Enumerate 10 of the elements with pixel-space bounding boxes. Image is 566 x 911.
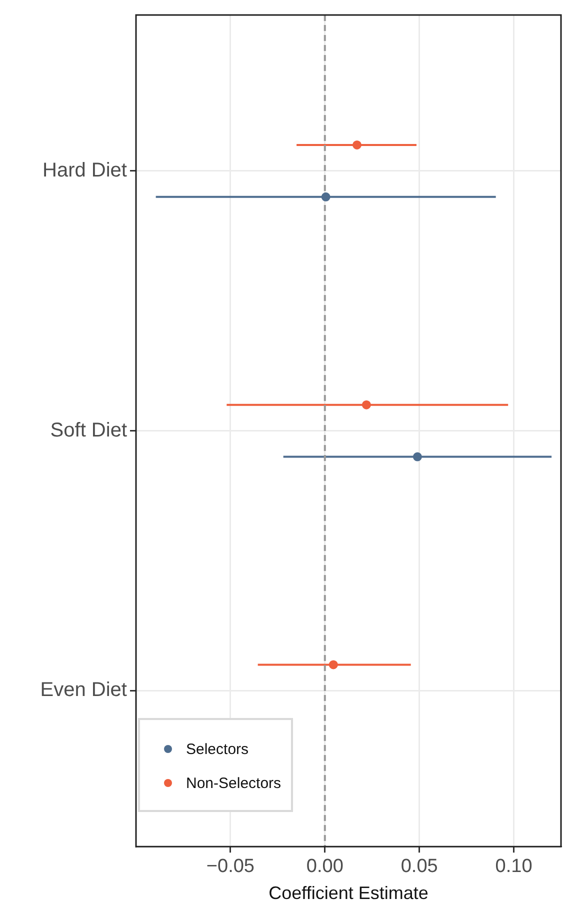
x-tick-label: 0.10	[495, 856, 532, 878]
legend-label: Non-Selectors	[186, 774, 282, 792]
x-tick-label: 0.00	[306, 856, 344, 878]
x-tick-label: 0.05	[400, 856, 438, 878]
x-tick-label: −0.05	[206, 856, 254, 878]
y-tick-label: Soft Diet	[50, 419, 128, 442]
y-tick-label: Even Diet	[40, 679, 128, 702]
legend-label: Selectors	[186, 740, 249, 758]
y-tick-label: Hard Diet	[42, 159, 128, 182]
x-axis-title: Coefficient Estimate	[268, 883, 428, 904]
